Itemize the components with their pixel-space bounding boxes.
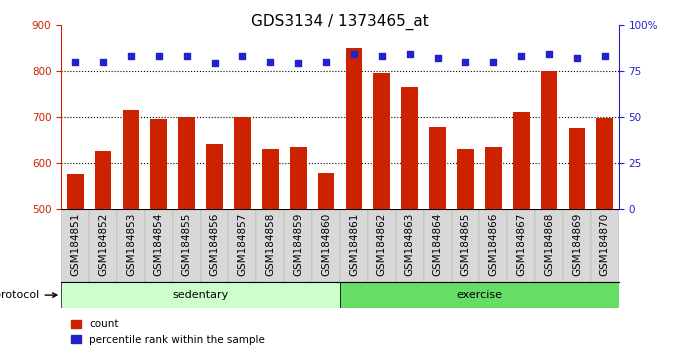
Bar [401, 87, 418, 209]
Text: GSM184869: GSM184869 [572, 212, 582, 276]
Point [154, 53, 165, 59]
Bar [345, 48, 362, 209]
Text: GSM184862: GSM184862 [377, 212, 387, 276]
Text: GSM184853: GSM184853 [126, 212, 136, 276]
Bar [173, 209, 201, 282]
Text: protocol: protocol [0, 290, 57, 300]
Text: GSM184867: GSM184867 [516, 212, 526, 276]
Point [432, 55, 443, 61]
Bar [568, 128, 585, 209]
Text: GSM184859: GSM184859 [293, 212, 303, 276]
Point [321, 59, 332, 64]
Bar [145, 209, 173, 282]
Point [377, 53, 388, 59]
Bar [452, 209, 479, 282]
Text: GSM184851: GSM184851 [70, 212, 80, 276]
Bar [67, 174, 84, 209]
Text: GSM184855: GSM184855 [182, 212, 192, 276]
Bar [396, 209, 424, 282]
Point [600, 53, 611, 59]
Point [460, 59, 471, 64]
Text: GSM184856: GSM184856 [209, 212, 220, 276]
Point [265, 59, 276, 64]
Text: GSM184863: GSM184863 [405, 212, 415, 276]
Text: GSM184864: GSM184864 [432, 212, 443, 276]
Bar [373, 73, 390, 209]
Point [98, 59, 109, 64]
Legend: count, percentile rank within the sample: count, percentile rank within the sample [67, 315, 269, 349]
Text: GSM184852: GSM184852 [98, 212, 108, 276]
Text: exercise: exercise [456, 290, 503, 300]
Point [571, 55, 582, 61]
Bar [122, 110, 139, 209]
Text: GSM184865: GSM184865 [460, 212, 471, 276]
Point [516, 53, 527, 59]
Point [404, 51, 415, 57]
Text: GSM184858: GSM184858 [265, 212, 275, 276]
Bar [485, 147, 502, 209]
Bar [368, 209, 396, 282]
Bar [95, 151, 112, 209]
Bar [591, 209, 619, 282]
Bar [150, 119, 167, 209]
Bar [312, 209, 340, 282]
Text: GDS3134 / 1373465_at: GDS3134 / 1373465_at [251, 14, 429, 30]
Text: GSM184854: GSM184854 [154, 212, 164, 276]
Bar [340, 209, 368, 282]
Bar [262, 149, 279, 209]
Text: GSM184870: GSM184870 [600, 212, 610, 276]
Bar [457, 149, 474, 209]
Bar [284, 209, 312, 282]
Text: GSM184866: GSM184866 [488, 212, 498, 276]
Text: GSM184861: GSM184861 [349, 212, 359, 276]
Text: GSM184860: GSM184860 [321, 212, 331, 276]
Point [544, 51, 555, 57]
Bar [234, 117, 251, 209]
Bar [117, 209, 145, 282]
Text: sedentary: sedentary [173, 290, 228, 300]
Bar [507, 209, 535, 282]
Bar [290, 147, 307, 209]
Bar [61, 209, 89, 282]
Bar [228, 209, 256, 282]
Bar [563, 209, 591, 282]
Point [292, 61, 303, 66]
Bar [256, 209, 284, 282]
Text: GSM184857: GSM184857 [237, 212, 248, 276]
Bar [535, 209, 563, 282]
Bar [201, 209, 228, 282]
Text: GSM184868: GSM184868 [544, 212, 554, 276]
Point [348, 51, 359, 57]
Bar [89, 209, 117, 282]
Bar [429, 127, 446, 209]
Point [488, 59, 499, 64]
Point [237, 53, 248, 59]
Point [70, 59, 80, 64]
Bar [596, 118, 613, 209]
Bar [318, 173, 335, 209]
Bar [61, 282, 340, 308]
Bar [178, 117, 195, 209]
Point [209, 61, 220, 66]
Bar [340, 282, 619, 308]
Bar [513, 112, 530, 209]
Bar [206, 144, 223, 209]
Bar [541, 71, 558, 209]
Point [181, 53, 192, 59]
Bar [424, 209, 452, 282]
Point [125, 53, 136, 59]
Bar [479, 209, 507, 282]
